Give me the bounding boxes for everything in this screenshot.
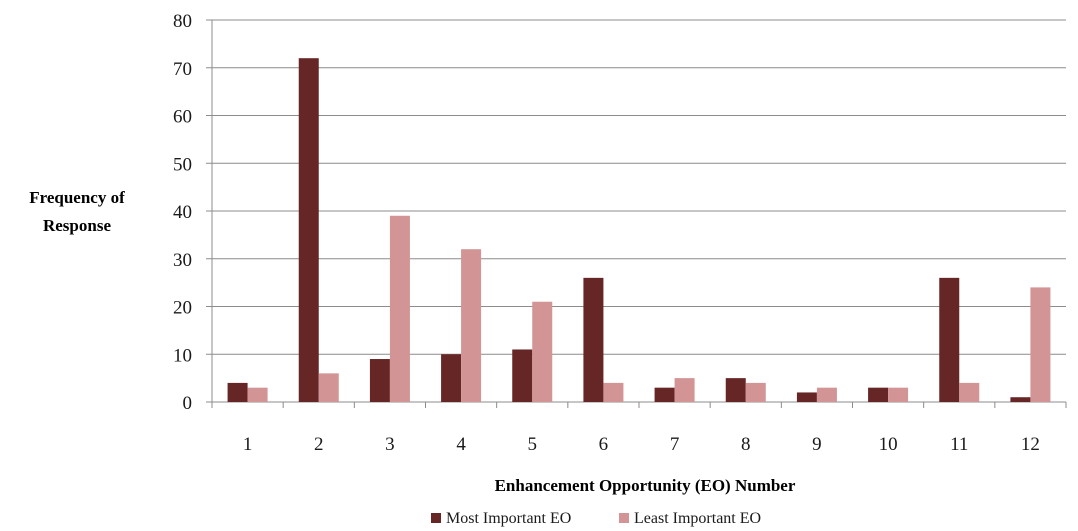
x-tick-label: 3 [385,434,395,455]
bar-least-important-6 [603,382,624,402]
bar-least-important-8 [745,382,766,402]
x-tick-label: 1 [243,434,253,455]
bar-most-important-11 [939,277,960,402]
bar-most-important-10 [868,387,889,402]
x-tick-label: 6 [599,434,609,455]
y-tick-label: 40 [173,202,192,223]
x-axis-tick-labels: 1 2 3 4 5 6 7 8 9 10 11 12 [243,434,1040,455]
x-tick-label: 2 [314,434,324,455]
y-axis-title-line-1: Frequency of [29,188,125,207]
y-tick-label: 10 [173,345,192,366]
x-tick-label: 5 [528,434,538,455]
x-tick-label: 10 [879,434,898,455]
y-tick-label: 30 [173,250,192,271]
y-axis-tick-labels: 0 10 20 30 40 50 60 70 80 [173,11,192,414]
y-tick-label: 60 [173,107,192,128]
bar-least-important-9 [816,387,837,402]
x-tick-label: 9 [812,434,822,455]
y-tick-label: 50 [173,154,192,175]
y-axis-title-line-2: Response [43,216,111,235]
x-tick-label: 4 [456,434,466,455]
bar-least-important-11 [959,382,980,402]
x-axis-title: Enhancement Opportunity (EO) Number [495,476,796,495]
x-tick-label: 7 [670,434,680,455]
axes [206,19,1067,408]
bar-least-important-2 [318,373,339,402]
legend-label-least-important: Least Important EO [634,510,761,527]
bar-least-important-7 [674,378,695,402]
bar-least-important-4 [461,249,482,402]
y-tick-label: 20 [173,298,192,319]
bar-most-important-4 [441,354,462,402]
bar-most-important-3 [369,359,390,402]
legend: Most Important EO Least Important EO [431,510,761,527]
legend-swatch-least-important [619,513,629,523]
bar-least-important-5 [532,301,553,402]
bar-most-important-9 [796,392,817,402]
x-tick-label: 12 [1021,434,1040,455]
bar-most-important-1 [227,382,248,402]
bar-least-important-1 [247,387,268,402]
bar-most-important-8 [725,378,746,402]
legend-swatch-most-important [431,513,441,523]
bar-least-important-3 [389,215,410,402]
bar-least-important-10 [888,387,909,402]
bars [227,58,1051,402]
x-tick-label: 11 [950,434,968,455]
bar-most-important-6 [583,277,604,402]
y-tick-label: 70 [173,59,192,80]
bar-most-important-5 [512,349,533,402]
x-tick-label: 8 [741,434,751,455]
legend-label-most-important: Most Important EO [446,510,571,527]
y-tick-label: 80 [173,11,192,32]
bar-least-important-12 [1030,287,1051,402]
bar-most-important-7 [654,387,675,402]
gridlines [212,19,1066,355]
bar-most-important-12 [1010,397,1031,402]
y-tick-label: 0 [183,393,193,414]
bar-most-important-2 [298,58,319,402]
